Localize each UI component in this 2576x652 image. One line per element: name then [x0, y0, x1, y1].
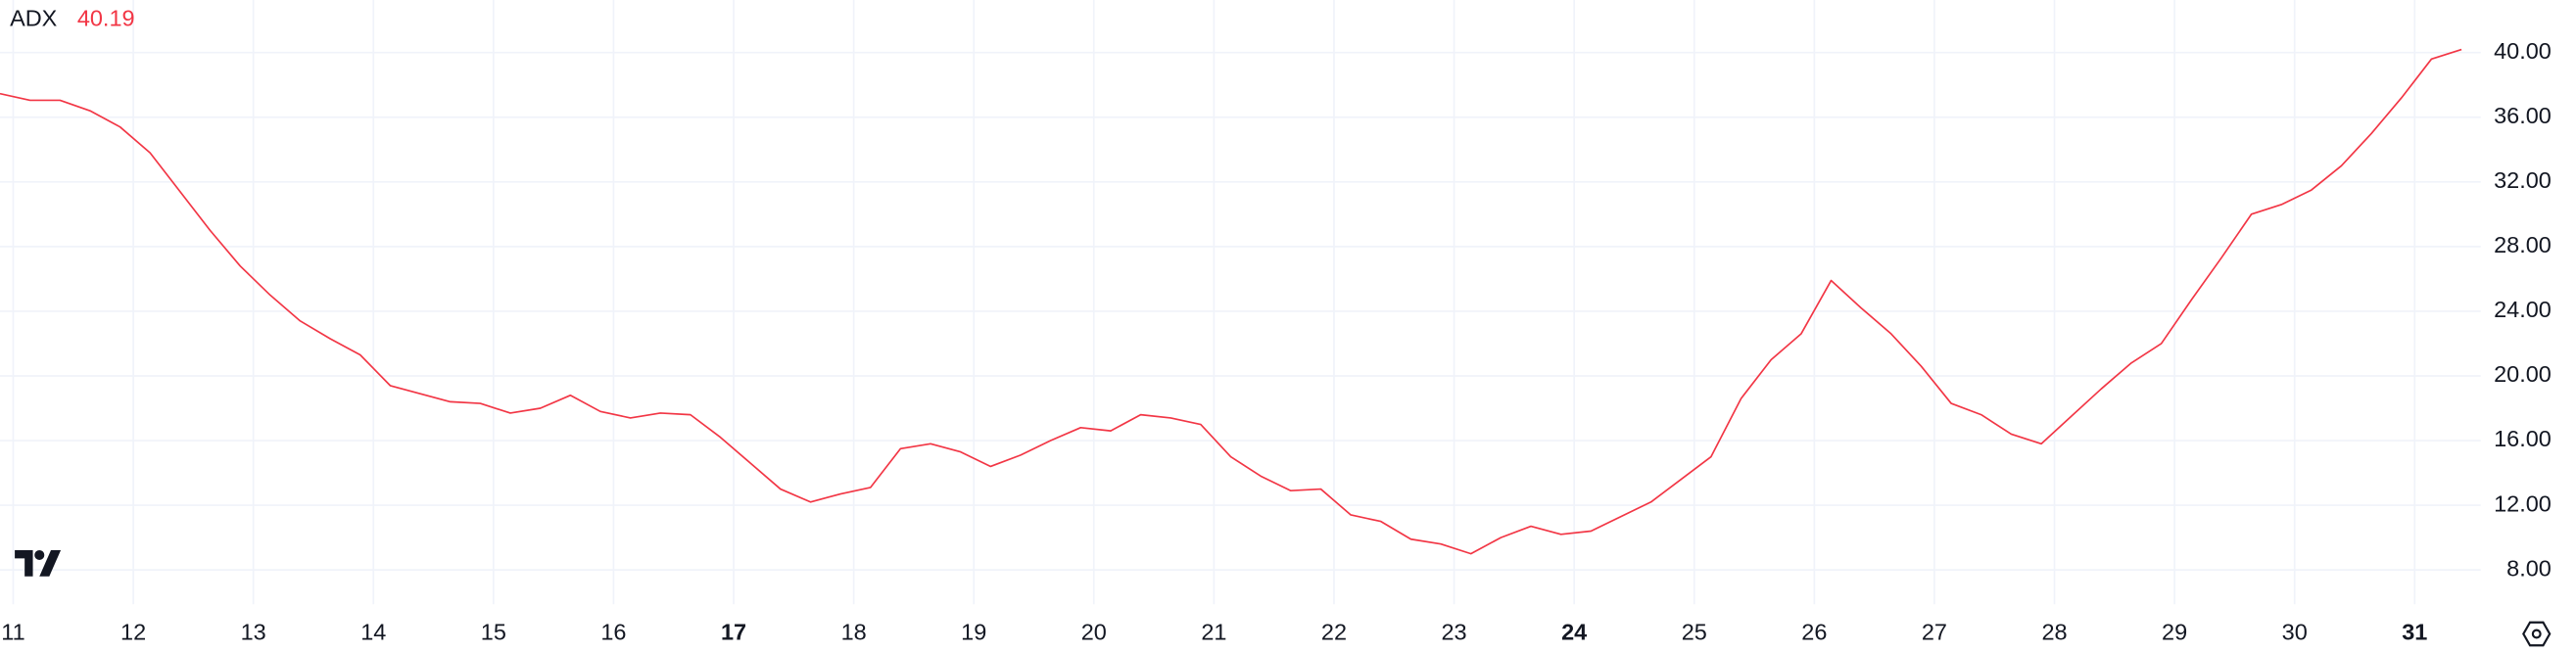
- x-tick-label: 12: [120, 620, 146, 645]
- settings-dot[interactable]: [2531, 629, 2542, 639]
- y-tick-label: 20.00: [2494, 361, 2552, 387]
- x-tick-label: 20: [1081, 620, 1107, 645]
- y-tick-label: 16.00: [2494, 426, 2552, 451]
- logo-t: [15, 549, 33, 577]
- y-tick-label: 32.00: [2494, 167, 2552, 193]
- settings-hex[interactable]: [2522, 621, 2552, 647]
- x-tick-label: 28: [2041, 620, 2067, 645]
- y-tick-label: 36.00: [2494, 103, 2552, 128]
- x-tick-label: 16: [600, 620, 626, 645]
- y-tick-label: 40.00: [2494, 38, 2552, 64]
- x-tick-label: 17: [721, 620, 746, 645]
- logo: [15, 549, 62, 577]
- logo-dot: [34, 549, 45, 561]
- axes: 8.00 12.00 16.00 20.00 24.00 28.00 32.00 36.00 4…: [1, 38, 2552, 645]
- y-tick-label: 8.00: [2506, 555, 2552, 581]
- logo-v: [39, 549, 62, 577]
- x-tick-label: 14: [360, 620, 386, 645]
- x-tick-label: 31: [2402, 620, 2427, 645]
- x-tick-label: 18: [841, 620, 867, 645]
- x-tick-label: 13: [241, 620, 266, 645]
- x-tick-label: 15: [481, 620, 506, 645]
- plot: [0, 48, 2462, 555]
- x-tick-label: 24: [1561, 620, 1587, 645]
- indicator-name: ADX: [10, 5, 58, 30]
- x-tick-label: 21: [1201, 620, 1226, 645]
- x-tick-label: 29: [2162, 620, 2187, 645]
- x-tick-label: 27: [1922, 620, 1947, 645]
- x-tick-label: 26: [1801, 620, 1827, 645]
- x-tick-label: 22: [1321, 620, 1347, 645]
- grid: [0, 0, 2481, 605]
- series-line: [0, 48, 2462, 555]
- x-tick-label: 23: [1442, 620, 1467, 645]
- x-tick-label: 25: [1682, 620, 1707, 645]
- y-tick-label: 24.00: [2494, 297, 2552, 322]
- settings-icon[interactable]: [2522, 621, 2552, 647]
- x-tick-label: 19: [961, 620, 986, 645]
- y-tick-label: 12.00: [2494, 490, 2552, 516]
- x-tick-label: 11: [1, 620, 24, 645]
- indicator-value: 40.19: [77, 5, 135, 30]
- x-tick-label: 30: [2282, 620, 2308, 645]
- y-tick-label: 28.00: [2494, 232, 2552, 257]
